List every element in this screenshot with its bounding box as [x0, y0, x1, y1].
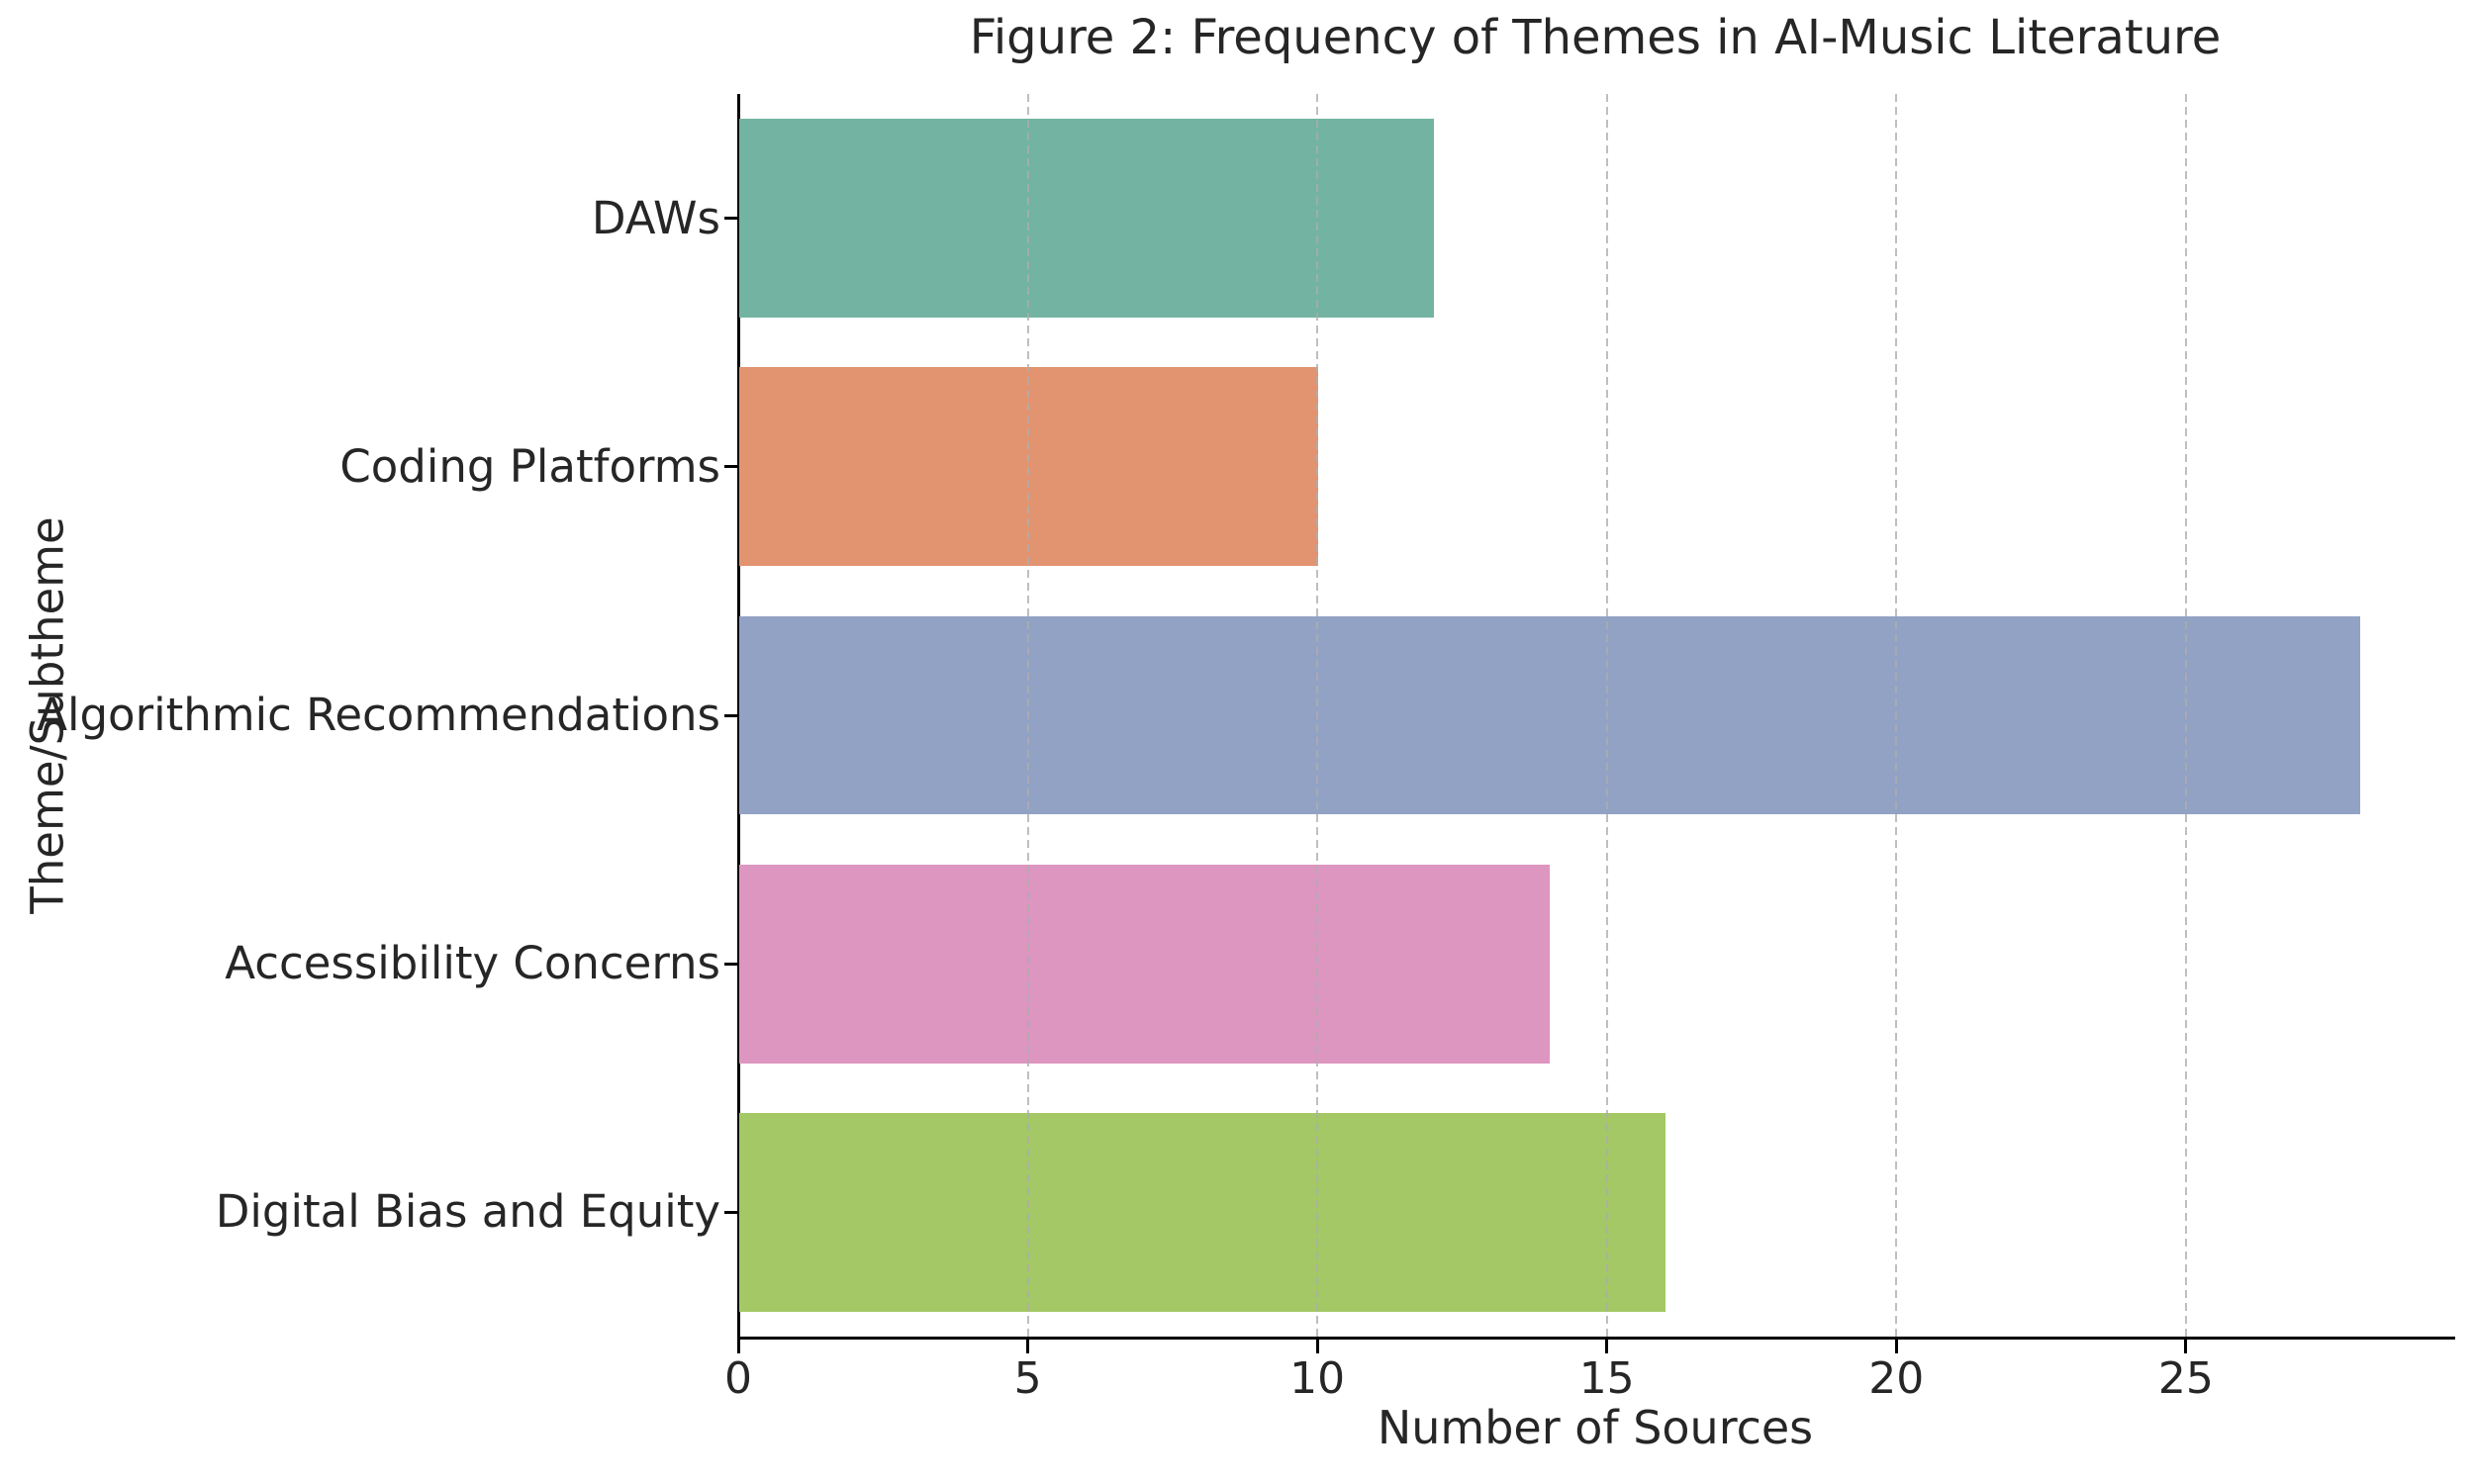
x-tick-label-5: 5	[1013, 1353, 1042, 1404]
gridline-x-25	[2184, 94, 2187, 1337]
gridline-x-15	[1605, 94, 1608, 1337]
y-tick-algorithmic-recommendations	[724, 713, 738, 717]
gridline-x-20	[1895, 94, 1898, 1337]
x-tick-5	[1026, 1340, 1030, 1353]
bar-accessibility-concerns	[739, 864, 1551, 1064]
x-tick-25	[2184, 1340, 2188, 1353]
y-tick-label-algorithmic-recommendations: Algorithmic Recommendations	[37, 689, 720, 741]
x-tick-label-0: 0	[724, 1353, 752, 1404]
x-tick-15	[1605, 1340, 1609, 1353]
bar-digital-bias-and-equity	[739, 1112, 1666, 1312]
y-tick-label-daws: DAWs	[591, 191, 720, 244]
plot-area	[738, 94, 2452, 1337]
x-tick-label-25: 25	[2157, 1353, 2214, 1404]
bar-coding-platforms	[739, 367, 1319, 567]
y-tick-label-accessibility-concerns: Accessibility Concerns	[225, 937, 720, 990]
x-tick-label-15: 15	[1578, 1353, 1635, 1404]
y-tick-daws	[724, 217, 738, 221]
bar-daws	[739, 119, 1435, 319]
x-axis-label: Number of Sources	[1377, 1401, 1814, 1454]
gridline-x-10	[1316, 94, 1319, 1337]
gridline-x-5	[1026, 94, 1029, 1337]
y-tick-accessibility-concerns	[724, 962, 738, 966]
x-tick-label-20: 20	[1868, 1353, 1925, 1404]
chart-title: Figure 2: Frequency of Themes in AI-Musi…	[969, 10, 2222, 65]
x-tick-10	[1315, 1340, 1319, 1353]
y-axis-spine	[737, 94, 740, 1340]
y-tick-coding-platforms	[724, 465, 738, 469]
y-tick-label-coding-platforms: Coding Platforms	[339, 439, 720, 493]
x-axis-spine	[737, 1337, 2455, 1340]
y-tick-digital-bias-and-equity	[724, 1210, 738, 1214]
x-tick-20	[1894, 1340, 1898, 1353]
bar-algorithmic-recommendations	[739, 615, 2361, 815]
x-tick-0	[736, 1340, 740, 1353]
y-tick-label-digital-bias-and-equity: Digital Bias and Equity	[215, 1185, 720, 1239]
x-tick-label-10: 10	[1289, 1353, 1346, 1404]
